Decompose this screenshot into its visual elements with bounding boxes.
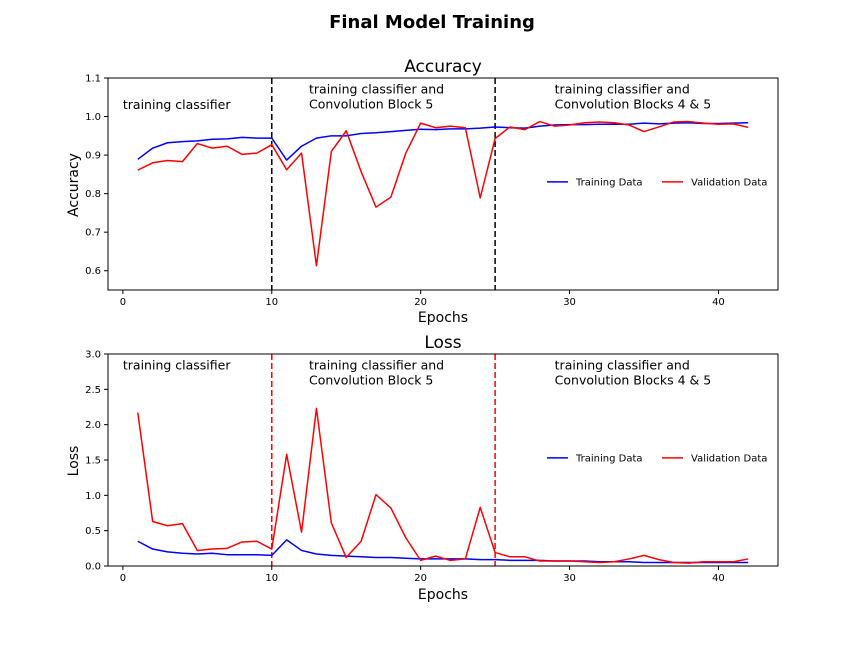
y-tick-label: 2.5 (85, 385, 101, 396)
phase-annotation-line: training classifier (123, 97, 231, 112)
y-tick-label: 0.8 (85, 189, 101, 200)
x-tick-label: 10 (265, 573, 278, 584)
phase-annotation: training classifier and Convolution Block… (555, 358, 712, 388)
phase-annotation: training classifier and Convolution Block… (309, 358, 444, 388)
chart-title: Loss (424, 333, 461, 353)
phase-annotation-line: Convolution Block 5 (309, 373, 433, 388)
legend-validation-label: Validation Data (691, 177, 767, 188)
plot-frame (107, 77, 779, 291)
x-tick-label: 20 (414, 573, 427, 584)
phase-annotation: training classifier and Convolution Block… (555, 81, 712, 111)
y-tick-label: 1.0 (85, 491, 101, 502)
phase-annotation-line: Convolution Blocks 4 & 5 (555, 96, 712, 111)
x-tick-label: 0 (120, 573, 126, 584)
phase-annotation-line: training classifier and (309, 358, 444, 373)
validation-series-line (137, 407, 749, 564)
x-tick-label: 40 (712, 297, 725, 308)
phase-annotation-line: training classifier and (555, 81, 690, 96)
x-tick-label: 0 (120, 297, 126, 308)
x-axis-label: Epochs (418, 310, 468, 326)
phase-annotation: training classifier and Convolution Block… (309, 81, 444, 111)
phase-annotation-line: training classifier (123, 358, 231, 373)
y-tick-label: 0.5 (85, 526, 101, 537)
phase-annotation-line: Convolution Blocks 4 & 5 (555, 373, 712, 388)
training-series-line (137, 121, 749, 161)
legend-training-label: Training Data (575, 453, 643, 464)
legend-training-label: Training Data (575, 177, 643, 188)
x-axis-label: Epochs (418, 587, 468, 603)
validation-series-line (137, 120, 749, 267)
chart-title: Accuracy (404, 57, 482, 77)
y-tick-label: 1.1 (85, 74, 101, 85)
legend-validation-label: Validation Data (691, 453, 767, 464)
y-tick-label: 0.0 (85, 562, 101, 573)
phase-annotation: training classifier (123, 97, 231, 112)
y-tick-label: 0.7 (85, 228, 101, 239)
y-tick-label: 0.6 (85, 266, 101, 277)
x-tick-label: 20 (414, 297, 427, 308)
x-tick-label: 10 (265, 297, 278, 308)
y-tick-label: 0.9 (85, 151, 101, 162)
x-tick-label: 40 (712, 573, 725, 584)
y-axis-label: Accuracy (66, 153, 82, 217)
phase-annotation-line: training classifier and (555, 358, 690, 373)
y-tick-label: 2.0 (85, 420, 101, 431)
x-tick-label: 30 (563, 573, 576, 584)
figure-title: Final Model Training (329, 12, 535, 33)
accuracy-chart: Accuracy Epochs Accuracy 0 10 20 30 40 0.6 0.7… (66, 57, 779, 326)
phase-annotation-line: Convolution Block 5 (309, 96, 433, 111)
y-tick-label: 1.5 (85, 456, 101, 467)
phase-annotation-line: training classifier and (309, 81, 444, 96)
phase-annotation: training classifier (123, 358, 231, 373)
loss-chart: Loss Epochs Loss 0 10 20 30 40 0.0 0.5 1.0 1.5 2.… (66, 333, 779, 603)
y-tick-label: 3.0 (85, 350, 101, 361)
y-tick-label: 1.0 (85, 112, 101, 123)
x-tick-label: 30 (563, 297, 576, 308)
y-axis-label: Loss (66, 446, 82, 477)
